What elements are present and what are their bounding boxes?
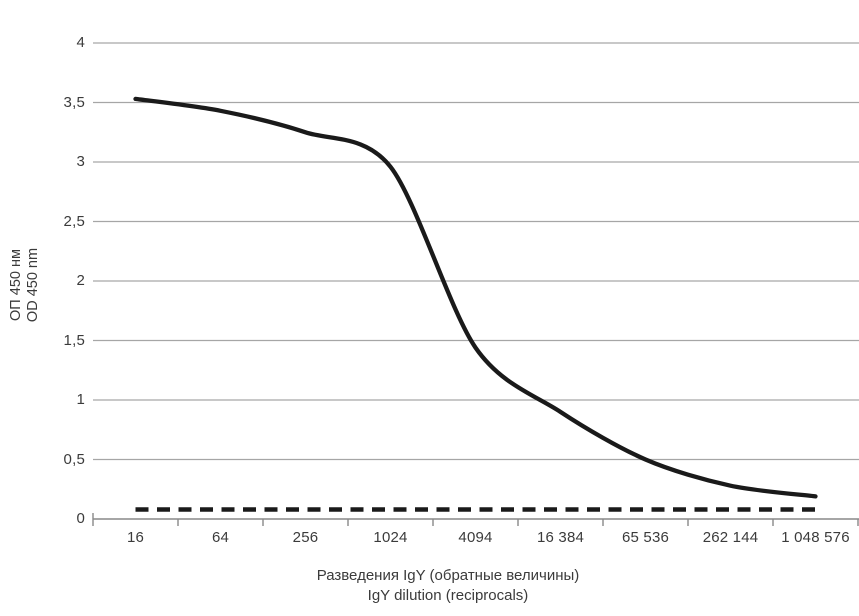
- x-tick-label: 16 384: [536, 529, 585, 546]
- y-axis-title-ru: ОП 450 нм: [8, 249, 24, 321]
- y-tick-label: 3: [76, 153, 85, 170]
- x-tick-label: 16: [126, 529, 145, 546]
- y-tick-label: 2,5: [63, 212, 85, 230]
- x-tick-label: 262 144: [702, 529, 759, 546]
- y-tick-label: 0: [76, 510, 85, 527]
- y-axis-title-en: OD 450 nm: [25, 247, 41, 323]
- x-axis-title: Разведения IgY (обратные величины) IgY d…: [317, 566, 580, 606]
- x-tick-label: 1024: [373, 529, 408, 546]
- x-tick-label: 256: [292, 529, 319, 546]
- x-tick-label: 65 536: [621, 529, 670, 546]
- y-tick-label: 2: [76, 272, 85, 289]
- x-tick-label: 1 048 576: [781, 529, 850, 546]
- y-tick-label: 3,5: [63, 93, 85, 111]
- y-tick-label: 0,5: [63, 450, 85, 468]
- x-tick-label: 4094: [458, 529, 493, 546]
- x-axis-title-en: IgY dilution (reciprocals): [367, 587, 529, 604]
- y-tick-label: 1: [76, 391, 85, 408]
- y-axis-title: ОП 450 нм OD 450 nm: [8, 248, 42, 322]
- y-tick-label: 1,5: [63, 331, 85, 349]
- x-axis-title-ru: Разведения IgY (обратные величины): [316, 567, 580, 584]
- solid-series-line: [133, 96, 818, 499]
- x-tick-label: 64: [211, 529, 230, 546]
- y-tick-label: 4: [76, 34, 85, 51]
